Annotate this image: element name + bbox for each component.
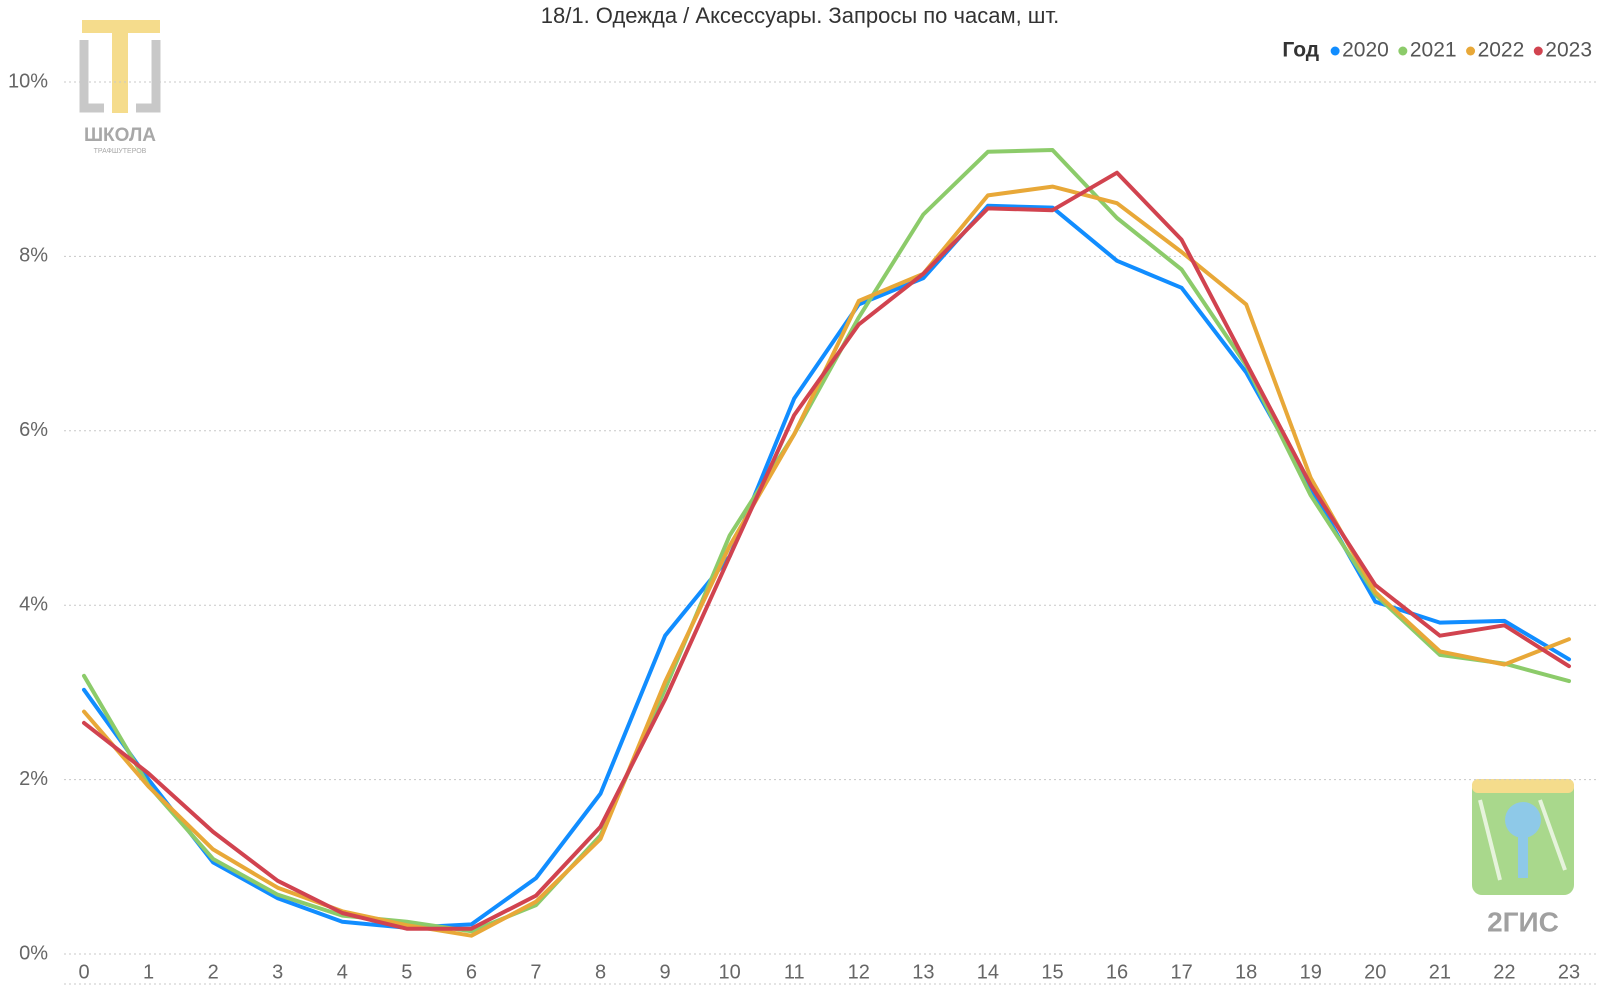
logo-text: 2ГИС xyxy=(1487,906,1559,937)
legend-marker xyxy=(1533,46,1543,56)
chart-title: 18/1. Одежда / Аксессуары. Запросы по ча… xyxy=(541,3,1059,28)
x-tick-label: 0 xyxy=(78,961,89,983)
legend-label: 2021 xyxy=(1410,39,1457,62)
x-tick-label: 8 xyxy=(595,961,606,983)
y-tick-label: 2% xyxy=(19,768,48,790)
y-tick-label: 0% xyxy=(19,942,48,964)
x-tick-label: 5 xyxy=(401,961,412,983)
legend-label: 2022 xyxy=(1478,39,1525,62)
series-line xyxy=(82,184,1571,938)
series-line xyxy=(82,203,1571,930)
x-tick-label: 2 xyxy=(208,961,219,983)
legend-title: Год xyxy=(1282,39,1319,62)
school-logo: ШКОЛА ТРАФШУТЕРОВ xyxy=(79,20,161,155)
y-tick-label: 6% xyxy=(19,419,48,441)
legend-label: 2023 xyxy=(1545,39,1592,62)
x-tick-label: 12 xyxy=(848,961,870,983)
x-tick-label: 13 xyxy=(912,961,934,983)
2gis-logo: 2ГИС xyxy=(1472,779,1574,937)
x-tick-label: 18 xyxy=(1235,961,1257,983)
x-tick-label: 20 xyxy=(1364,961,1386,983)
legend-marker xyxy=(1466,46,1476,56)
legend-marker xyxy=(1330,46,1340,56)
series-line xyxy=(82,148,1571,934)
y-tick-label: 4% xyxy=(19,593,48,615)
logo-subtext: ТРАФШУТЕРОВ xyxy=(94,148,147,155)
x-tick-label: 22 xyxy=(1493,961,1515,983)
x-tick-label: 16 xyxy=(1106,961,1128,983)
legend: Год 2020 2021 2022 2023 xyxy=(1282,39,1592,62)
x-tick-label: 10 xyxy=(719,961,741,983)
x-tick-label: 4 xyxy=(337,961,348,983)
x-tick-label: 11 xyxy=(784,961,805,983)
x-tick-label: 3 xyxy=(272,961,283,983)
x-tick-label: 7 xyxy=(530,961,541,983)
x-tick-label: 15 xyxy=(1041,961,1063,983)
y-tick-label: 8% xyxy=(19,245,48,267)
legend-marker xyxy=(1398,46,1408,56)
series-line xyxy=(82,170,1571,931)
x-tick-label: 6 xyxy=(466,961,477,983)
x-tick-label: 9 xyxy=(660,961,671,983)
x-tick-label: 19 xyxy=(1300,961,1322,983)
x-tick-label: 21 xyxy=(1429,961,1451,983)
y-tick-label: 10% xyxy=(8,70,48,92)
x-tick-label: 14 xyxy=(977,961,999,983)
x-tick-label: 1 xyxy=(143,961,154,983)
x-tick-label: 17 xyxy=(1170,961,1192,983)
x-tick-label: 23 xyxy=(1558,961,1580,983)
logo-text: ШКОЛА xyxy=(84,125,156,146)
legend-label: 2020 xyxy=(1342,39,1389,62)
